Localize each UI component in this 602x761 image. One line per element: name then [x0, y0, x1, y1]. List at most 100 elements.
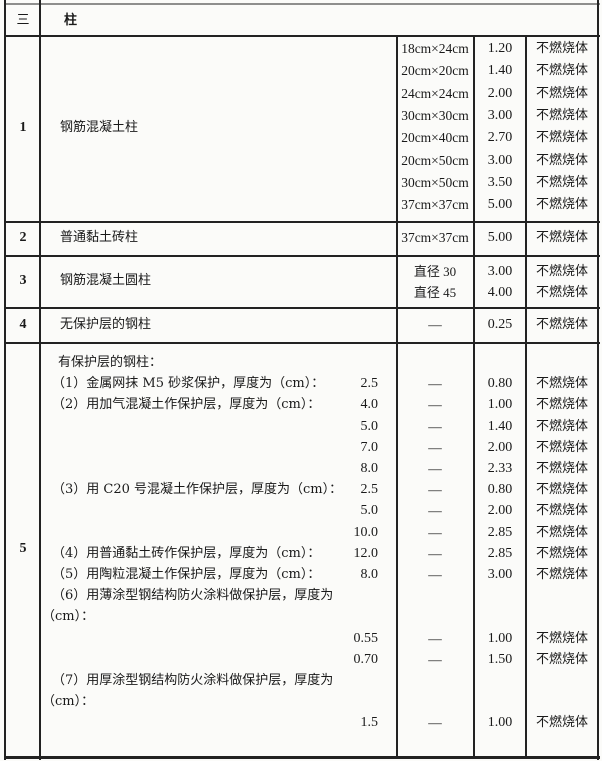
row-name: 钢筋混凝土柱 — [60, 120, 139, 135]
cross-section-size: 20cm×40cm — [401, 130, 469, 146]
cross-section-size: 直径 30 — [413, 264, 457, 279]
fire-resistance-limit: 2.00 — [487, 85, 513, 101]
combustibility-class: 不燃烧体 — [535, 41, 588, 56]
cross-section-size: — — [428, 376, 442, 392]
cross-section-size: — — [428, 715, 442, 731]
cross-section-size: 20cm×50cm — [401, 152, 469, 168]
combustibility-class: 不燃烧体 — [535, 503, 588, 519]
section-number: 三 — [16, 13, 30, 28]
combustibility-class: 不燃烧体 — [535, 197, 588, 213]
row-divider — [4, 342, 600, 344]
combustibility-class: 不燃烧体 — [535, 85, 588, 101]
fire-resistance-limit: 2.33 — [487, 461, 513, 476]
protection-thickness: 0.70 — [353, 651, 379, 667]
protection-thickness: 7.0 — [360, 439, 379, 455]
row-name: 无保护层的钢柱 — [60, 316, 152, 332]
combustibility-class: 不燃烧体 — [535, 376, 588, 392]
combustibility-class: 不燃烧体 — [535, 461, 588, 476]
cross-section-size: — — [428, 524, 442, 540]
cross-section-size: 18cm×24cm — [401, 41, 469, 56]
fire-resistance-limit: 2.85 — [487, 524, 513, 540]
cross-section-size: 24cm×24cm — [401, 85, 469, 101]
fire-resistance-limit: 1.00 — [487, 715, 513, 731]
combustibility-class: 不燃烧体 — [535, 152, 588, 168]
protection-thickness: 2.5 — [360, 482, 379, 498]
fire-resistance-limit: 2.85 — [487, 545, 513, 561]
fire-resistance-limit: 5.00 — [487, 230, 513, 245]
protection-description: （4）用普通黏土砖作保护层，厚度为（cm）： — [52, 545, 321, 561]
column-divider — [39, 0, 41, 760]
fire-resistance-limit: 0.80 — [487, 376, 513, 392]
row-name: 普通黏土砖柱 — [60, 230, 139, 245]
combustibility-class: 不燃烧体 — [535, 230, 588, 245]
row-divider — [4, 255, 600, 257]
column-divider — [473, 35, 475, 756]
row-divider — [4, 35, 600, 37]
cross-section-size: 20cm×20cm — [401, 63, 469, 79]
cross-section-size: 37cm×37cm — [401, 230, 469, 245]
fire-resistance-limit: 3.00 — [487, 152, 513, 168]
protection-thickness: 8.0 — [360, 461, 379, 476]
fire-resistance-limit: 1.00 — [487, 630, 513, 646]
row-divider — [4, 307, 600, 309]
combustibility-class: 不燃烧体 — [535, 63, 588, 79]
combustibility-class: 不燃烧体 — [535, 524, 588, 540]
combustibility-class: 不燃烧体 — [535, 439, 588, 455]
protection-thickness: 1.5 — [360, 715, 379, 731]
fire-resistance-limit: 0.80 — [487, 482, 513, 498]
cross-section-size: — — [428, 439, 442, 455]
cross-section-size: — — [428, 461, 442, 476]
cross-section-size: — — [428, 316, 442, 332]
protection-description: （1）金属网抹 M5 砂浆保护，厚度为（cm）： — [52, 376, 325, 392]
row-number: 4 — [19, 316, 27, 332]
cross-section-size: 30cm×30cm — [401, 107, 469, 123]
combustibility-class: 不燃烧体 — [535, 545, 588, 561]
combustibility-class: 不燃烧体 — [535, 651, 588, 667]
protection-description: （6）用薄涂型钢结构防火涂料做保护层，厚度为 — [52, 588, 334, 604]
combustibility-class: 不燃烧体 — [535, 107, 588, 123]
fire-resistance-limit: 1.50 — [487, 651, 513, 667]
cross-section-size: — — [428, 545, 442, 561]
fire-resistance-limit: 0.25 — [487, 316, 513, 332]
protection-description: （3）用 C20 号混凝土作保护层，厚度为（cm）： — [52, 482, 343, 498]
cross-section-size: — — [428, 482, 442, 498]
row-number: 2 — [19, 230, 27, 245]
fire-resistance-limit: 3.50 — [487, 174, 513, 190]
protection-thickness: 8.0 — [360, 567, 379, 582]
cross-section-size: — — [428, 418, 442, 434]
fire-resistance-limit: 3.00 — [487, 107, 513, 123]
combustibility-class: 不燃烧体 — [535, 630, 588, 646]
fire-resistance-limit: 5.00 — [487, 197, 513, 213]
fire-resistance-limit: 3.00 — [487, 264, 513, 279]
row-name: 钢筋混凝土圆柱 — [60, 273, 152, 288]
fire-resistance-limit: 3.00 — [487, 567, 513, 582]
cross-section-size: 直径 45 — [413, 285, 457, 300]
right-border — [597, 0, 599, 760]
combustibility-class: 不燃烧体 — [535, 130, 588, 146]
fire-resistance-limit: 1.40 — [487, 418, 513, 434]
cross-section-size: 30cm×50cm — [401, 174, 469, 190]
row-divider — [4, 221, 600, 223]
combustibility-class: 不燃烧体 — [535, 418, 588, 434]
fire-resistance-limit: 2.70 — [487, 130, 513, 146]
combustibility-class: 不燃烧体 — [535, 567, 588, 582]
combustibility-class: 不燃烧体 — [535, 316, 588, 332]
protection-description: （5）用陶粒混凝土作保护层，厚度为（cm）： — [52, 567, 321, 582]
cross-section-size: — — [428, 651, 442, 667]
column-divider — [396, 35, 398, 756]
row-number: 3 — [19, 273, 27, 288]
protection-thickness: 4.0 — [360, 397, 379, 413]
fire-resistance-limit: 2.00 — [487, 439, 513, 455]
column-divider — [525, 35, 527, 756]
cross-section-size: — — [428, 567, 442, 582]
combustibility-class: 不燃烧体 — [535, 482, 588, 498]
top-border — [4, 3, 600, 5]
cross-section-size: — — [428, 397, 442, 413]
row-number: 5 — [19, 541, 27, 556]
protection-thickness: 2.5 — [360, 376, 379, 392]
left-border — [4, 0, 6, 760]
row-name: 有保护层的钢柱： — [58, 355, 163, 370]
combustibility-class: 不燃烧体 — [535, 285, 588, 300]
protection-thickness: 5.0 — [360, 503, 379, 519]
